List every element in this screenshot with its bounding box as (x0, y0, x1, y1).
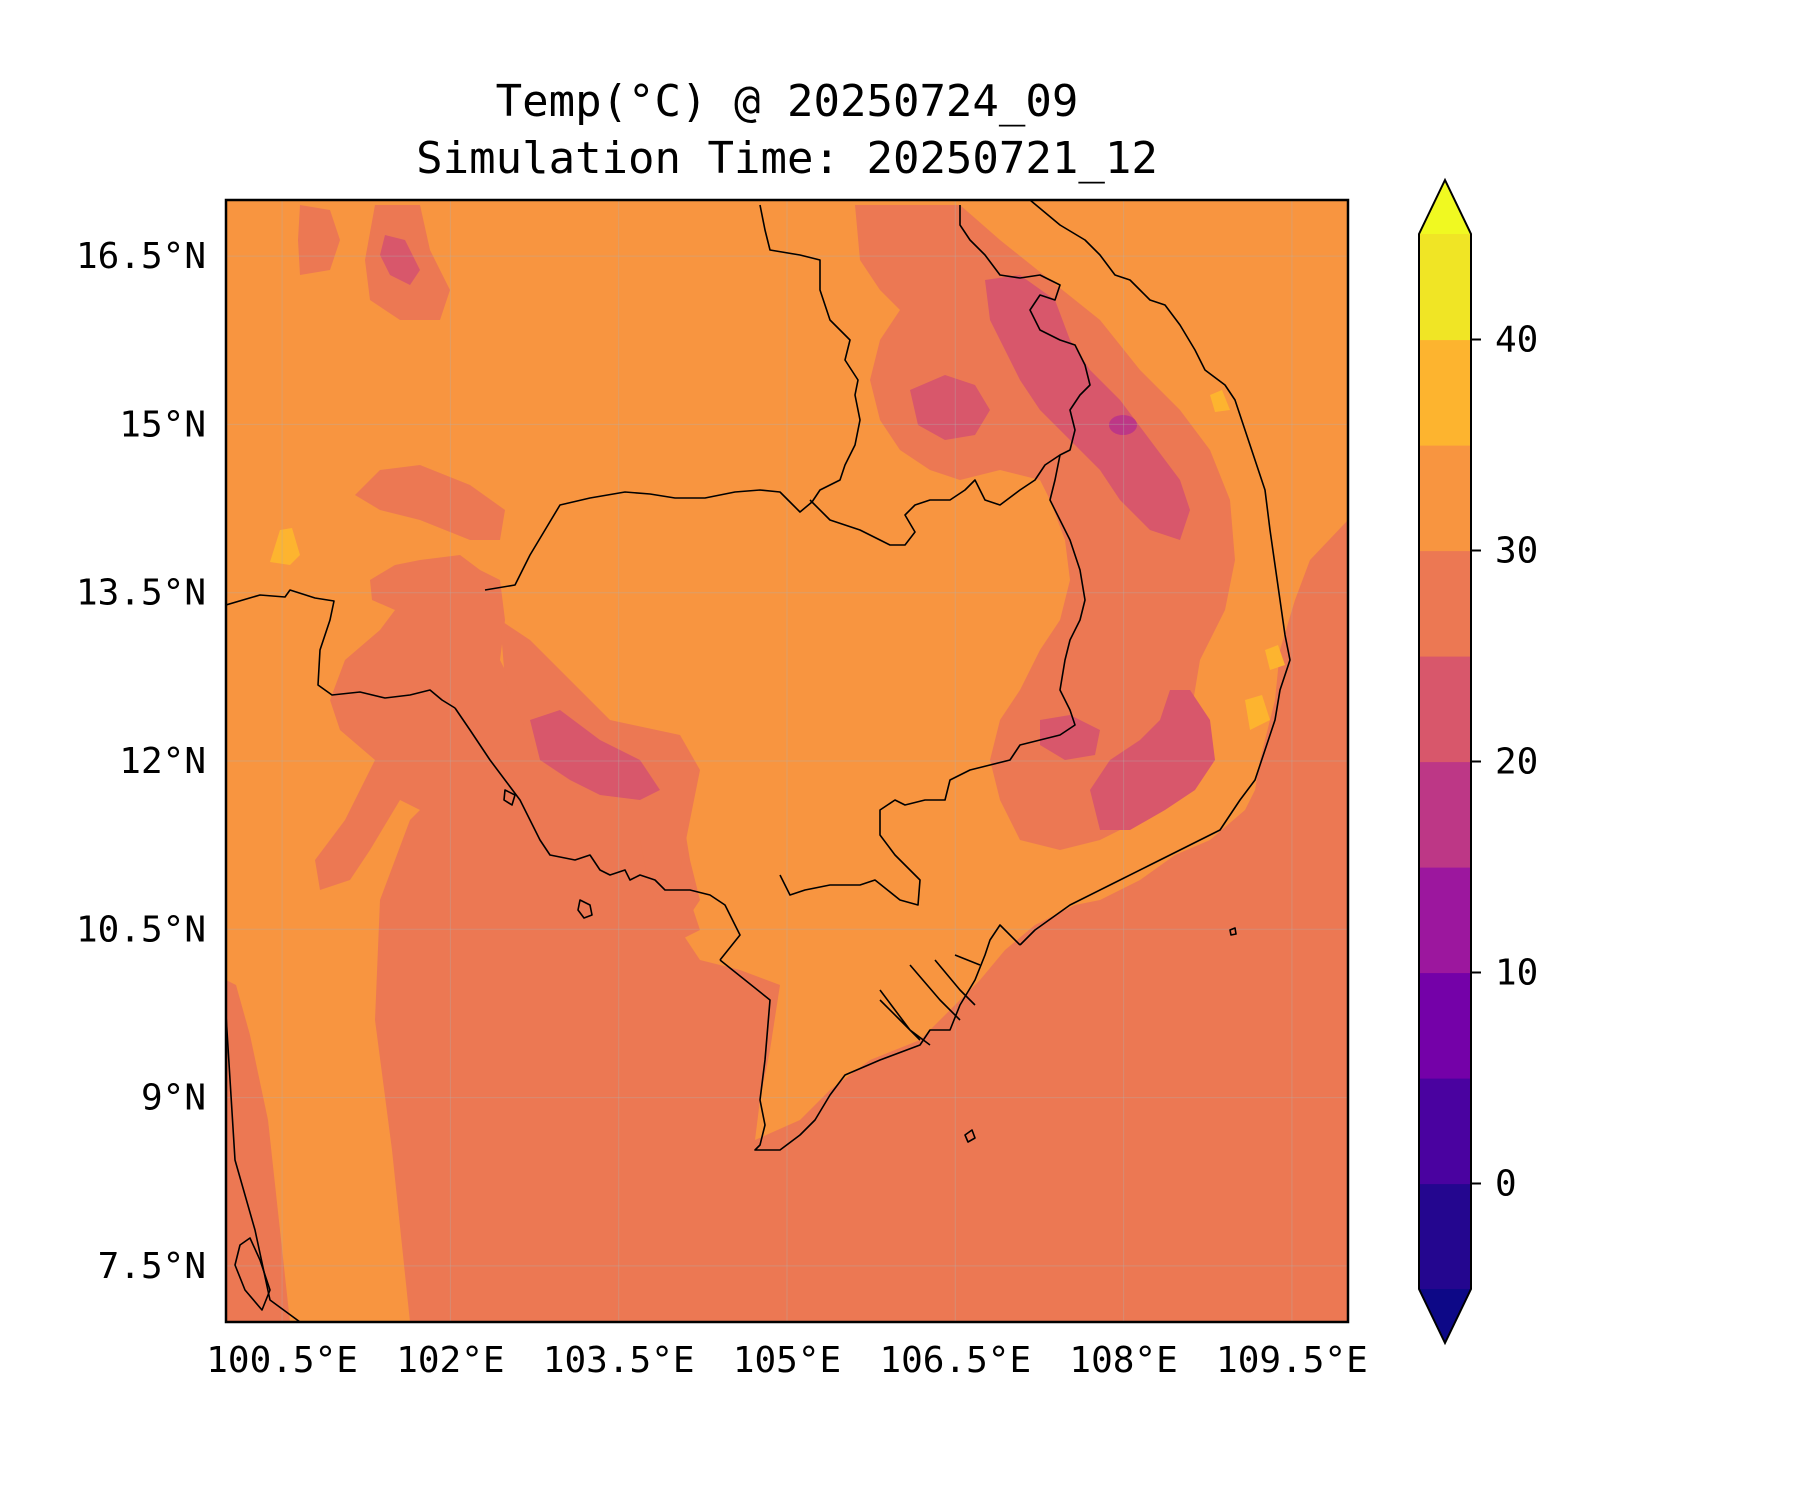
y-tick-label-5: 9°N (141, 1078, 206, 1119)
islands (234, 789, 1237, 1311)
colorbar-tick-label-1: 10 (1495, 953, 1538, 994)
y-tick-label-3: 12°N (119, 741, 206, 782)
colorbar-tick-label-3: 30 (1495, 531, 1538, 572)
colorbar-segment-0 (1419, 1183, 1471, 1290)
cambodia-north-border (484, 204, 861, 591)
y-tick-label-0: 16.5°N (76, 236, 206, 277)
laos-cambodia-border (809, 205, 1091, 546)
cambodia-vietnam-border (779, 454, 1086, 906)
colorbar-under-arrow (1419, 1289, 1471, 1343)
x-tick-label-3: 105°E (733, 1340, 841, 1381)
colorbar-segment-9 (1419, 234, 1471, 341)
grid-lines (226, 200, 1348, 1322)
x-tick-label-0: 100.5°E (206, 1340, 358, 1381)
y-tick-label-4: 10.5°N (76, 909, 206, 950)
mekong-delta-coast (719, 924, 1021, 1151)
field-20-25-annamite-north (985, 275, 1190, 540)
x-tick-label-5: 108°E (1069, 1340, 1177, 1381)
colorbar-tick-label-2: 20 (1495, 742, 1538, 783)
y-tick-label-6: 7.5°N (98, 1246, 206, 1287)
field-inland-25-30-annamite (855, 205, 1235, 850)
cambodia-coast (454, 707, 741, 961)
x-tick-label-6: 109.5°E (1216, 1340, 1368, 1381)
coastlines-and-borders (226, 200, 1291, 1322)
figure-title-line2: Simulation Time: 20250721_12 (416, 133, 1158, 184)
field-15-20-patch (1109, 415, 1137, 435)
colorbar-tick-label-0: 0 (1495, 1164, 1517, 1205)
y-tick-label-1: 15°N (119, 404, 206, 445)
colorbar-segment-6 (1419, 550, 1471, 657)
colorbar-segment-2 (1419, 972, 1471, 1079)
field-20-25-cardamom (530, 710, 660, 800)
colorbar-outline (1418, 177, 1472, 1346)
colorbar-segment-8 (1419, 339, 1471, 446)
figure-title-line1: Temp(°C) @ 20250724_09 (496, 76, 1079, 127)
x-axis-ticks: 100.5°E 102°E 103.5°E 105°E 106.5°E 108°E 109.… (206, 1340, 1368, 1381)
x-tick-label-4: 106.5°E (879, 1340, 1031, 1381)
colorbar: 0 10 20 30 40 (1418, 177, 1538, 1346)
colorbar-segment-7 (1419, 445, 1471, 552)
colorbar-segment-5 (1419, 656, 1471, 763)
mekong-distributaries (879, 954, 981, 1046)
colorbar-tick-label-4: 40 (1495, 320, 1538, 361)
map-frame (224, 198, 1350, 1324)
x-tick-label-1: 102°E (396, 1340, 504, 1381)
thailand-cambodia-border (226, 589, 456, 709)
colorbar-segment-1 (1419, 1078, 1471, 1185)
colorbar-segment-4 (1419, 761, 1471, 868)
field-20-25-plateau (910, 375, 990, 440)
x-tick-label-2: 103.5°E (543, 1340, 695, 1381)
y-tick-label-2: 13.5°N (76, 573, 206, 614)
map-plot-area (226, 200, 1348, 1322)
field-inland-25-30-west (355, 465, 505, 540)
colorbar-over-arrow (1419, 180, 1471, 234)
y-axis-ticks: 16.5°N 15°N 13.5°N 12°N 10.5°N 9°N 7.5°N (76, 236, 206, 1287)
field-20-25-central-highlands (1040, 690, 1215, 830)
vietnam-east-coast (1019, 200, 1291, 946)
colorbar-segment-3 (1419, 867, 1471, 974)
field-sea-25-30 (226, 520, 1348, 1322)
field-20-25-north (380, 235, 420, 285)
thailand-gulf-coast-west (226, 975, 301, 1322)
field-inland-25-30-north (298, 205, 450, 320)
